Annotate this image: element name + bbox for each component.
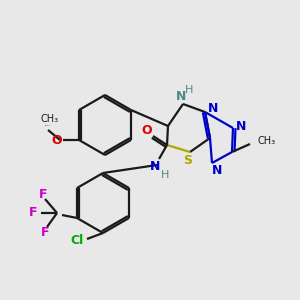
Text: F: F [29, 206, 37, 220]
Text: N: N [176, 89, 186, 103]
Text: F: F [39, 188, 47, 200]
Text: N: N [236, 119, 246, 133]
Text: CH₃: CH₃ [41, 114, 59, 124]
Text: N: N [150, 160, 160, 173]
Text: N: N [208, 101, 218, 115]
Text: H: H [185, 85, 193, 95]
Text: methoxy: methoxy [45, 125, 51, 126]
Text: O: O [51, 134, 62, 146]
Text: H: H [161, 170, 169, 180]
Text: F: F [41, 226, 49, 238]
Text: Cl: Cl [70, 233, 84, 247]
Text: N: N [212, 164, 222, 176]
Text: S: S [184, 154, 193, 167]
Text: O: O [142, 124, 152, 136]
Text: CH₃: CH₃ [257, 136, 275, 146]
